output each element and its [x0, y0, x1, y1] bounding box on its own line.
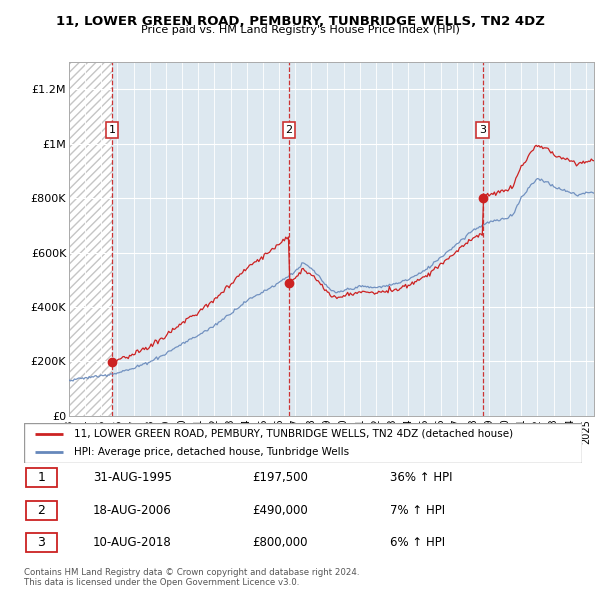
Text: 7% ↑ HPI: 7% ↑ HPI	[390, 504, 445, 517]
Text: HPI: Average price, detached house, Tunbridge Wells: HPI: Average price, detached house, Tunb…	[74, 447, 349, 457]
Text: 2: 2	[37, 504, 46, 517]
Text: Price paid vs. HM Land Registry's House Price Index (HPI): Price paid vs. HM Land Registry's House …	[140, 25, 460, 35]
Text: 31-AUG-1995: 31-AUG-1995	[93, 471, 172, 484]
Text: Contains HM Land Registry data © Crown copyright and database right 2024.
This d: Contains HM Land Registry data © Crown c…	[24, 568, 359, 587]
Text: 11, LOWER GREEN ROAD, PEMBURY, TUNBRIDGE WELLS, TN2 4DZ (detached house): 11, LOWER GREEN ROAD, PEMBURY, TUNBRIDGE…	[74, 429, 514, 439]
Text: 11, LOWER GREEN ROAD, PEMBURY, TUNBRIDGE WELLS, TN2 4DZ: 11, LOWER GREEN ROAD, PEMBURY, TUNBRIDGE…	[56, 15, 544, 28]
Text: 1: 1	[37, 471, 46, 484]
Text: 2: 2	[286, 125, 293, 135]
Text: £490,000: £490,000	[252, 504, 308, 517]
Text: 6% ↑ HPI: 6% ↑ HPI	[390, 536, 445, 549]
Text: 1: 1	[109, 125, 116, 135]
Text: 10-AUG-2018: 10-AUG-2018	[93, 536, 172, 549]
Text: 18-AUG-2006: 18-AUG-2006	[93, 504, 172, 517]
Text: £197,500: £197,500	[252, 471, 308, 484]
Text: 36% ↑ HPI: 36% ↑ HPI	[390, 471, 452, 484]
Text: 3: 3	[37, 536, 46, 549]
Bar	[69, 62, 112, 416]
Text: 3: 3	[479, 125, 486, 135]
Bar	[69, 62, 112, 416]
Text: £800,000: £800,000	[252, 536, 308, 549]
